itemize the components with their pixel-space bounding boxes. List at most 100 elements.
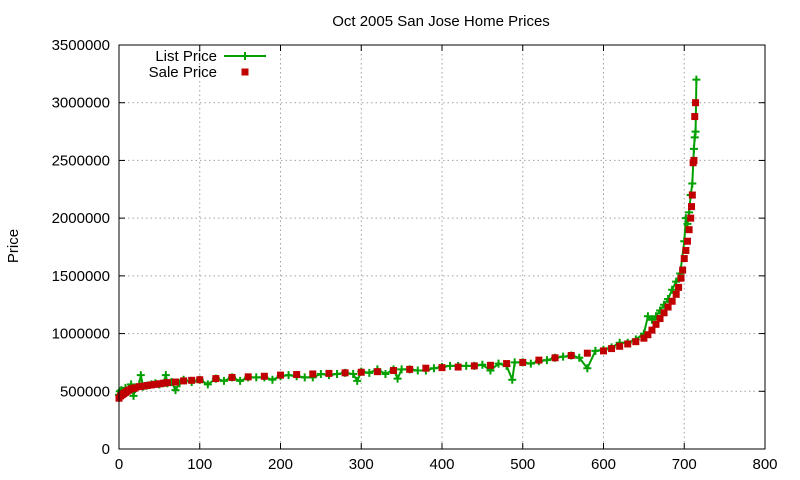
list-price-point (219, 376, 228, 385)
sale-price-point (180, 377, 188, 385)
list-price-point (161, 371, 170, 380)
sale-price-point (687, 214, 695, 222)
sale-price-point (652, 320, 660, 328)
list-price-point (446, 361, 455, 370)
y-axis-label: Price (5, 229, 22, 263)
list-price-point (692, 75, 701, 84)
sale-price-point (196, 376, 204, 384)
sale-price-point (660, 309, 668, 317)
sale-price-point (244, 373, 252, 381)
sale-price-point (616, 342, 624, 350)
x-tick-label: 600 (591, 456, 616, 473)
list-price-point (462, 361, 471, 370)
sale-price-point (188, 376, 196, 384)
legend-marker-sale-price (241, 68, 249, 76)
sale-price-point (486, 361, 494, 369)
legend-label-list-price: List Price (155, 48, 217, 65)
list-price-point (236, 376, 245, 385)
sale-price-point (309, 370, 317, 378)
sale-price-point (600, 347, 607, 355)
sale-price-point (422, 364, 430, 372)
chart-title: Oct 2005 San Jose Home Prices (332, 13, 550, 30)
list-price-point (129, 391, 138, 400)
sale-price-point (567, 352, 575, 360)
sale-price-point (644, 331, 652, 339)
y-tick-label: 2000000 (52, 210, 110, 227)
list-price-point (478, 360, 487, 369)
sale-price-point (131, 384, 139, 392)
sale-price-point (656, 315, 664, 323)
sale-price-point (688, 191, 696, 199)
sale-price-point (139, 382, 147, 390)
sale-price-point (172, 378, 180, 386)
list-price-point (643, 312, 652, 321)
list-price-point (510, 358, 519, 367)
sale-price-point (519, 358, 527, 366)
sale-price-point (685, 226, 693, 234)
x-tick-label: 0 (115, 456, 123, 473)
list-price-point (381, 369, 390, 378)
y-tick-label: 1500000 (52, 268, 110, 285)
y-tick-label: 0 (102, 441, 110, 458)
sale-price-point (683, 237, 691, 245)
sale-price-point (325, 369, 333, 377)
sale-price-point (688, 203, 696, 211)
x-tick-label: 800 (752, 456, 777, 473)
list-price-point (397, 365, 406, 374)
sale-price-point (664, 303, 672, 311)
sale-price-point (503, 360, 511, 368)
sale-price-point (357, 368, 365, 376)
list-price-point (333, 369, 342, 378)
sale-price-point (648, 326, 656, 334)
list-price-point (349, 369, 358, 378)
sale-price-point (675, 283, 683, 291)
list-price-point (494, 359, 503, 368)
sale-price-point (163, 379, 171, 387)
axes: 0 100 200 300 400 500 600 700 800 0 500000 1000000 1… (52, 37, 778, 473)
x-tick-label: 300 (349, 456, 374, 473)
sale-price-point (277, 371, 284, 379)
list-price-point (284, 371, 293, 380)
sale-price-point (608, 345, 616, 353)
list-price-point (353, 376, 362, 385)
sale-price-point (390, 367, 398, 375)
list-price-point (413, 366, 422, 375)
list-price-point (316, 369, 325, 378)
sale-price-point (260, 372, 268, 380)
list-price-point (136, 371, 145, 380)
sale-price-point (679, 266, 687, 274)
sale-price-point (151, 380, 159, 388)
sale-price-point (470, 362, 478, 370)
series-layer (115, 75, 701, 402)
list-price-point (429, 364, 438, 373)
sale-price-point (551, 354, 559, 362)
list-price-point (688, 179, 697, 188)
sale-price-point (682, 246, 690, 254)
sale-price-point (135, 383, 143, 391)
sale-price-point (692, 99, 700, 107)
sale-price-point (583, 349, 591, 357)
y-tick-label: 2500000 (52, 152, 110, 169)
list-price-point (575, 353, 584, 362)
list-price-point (691, 127, 700, 136)
list-price-point (542, 356, 551, 365)
list-price-point (591, 346, 600, 355)
list-price-point (300, 373, 309, 382)
grid (119, 45, 765, 449)
x-tick-label: 400 (429, 456, 454, 473)
legend-marker-list-price (241, 52, 249, 60)
y-tick-label: 3000000 (52, 95, 110, 112)
sale-price-point (341, 369, 349, 377)
x-tick-label: 700 (672, 456, 697, 473)
sale-price-point (155, 380, 163, 388)
x-tick-label: 200 (268, 456, 293, 473)
y-tick-label: 1000000 (52, 326, 110, 343)
sale-price-point (228, 373, 236, 381)
sale-price-point (406, 365, 414, 373)
sale-price-point (373, 368, 381, 376)
sale-price-point (640, 334, 648, 342)
list-price-point (365, 368, 374, 377)
plot-area-border (118, 44, 766, 450)
